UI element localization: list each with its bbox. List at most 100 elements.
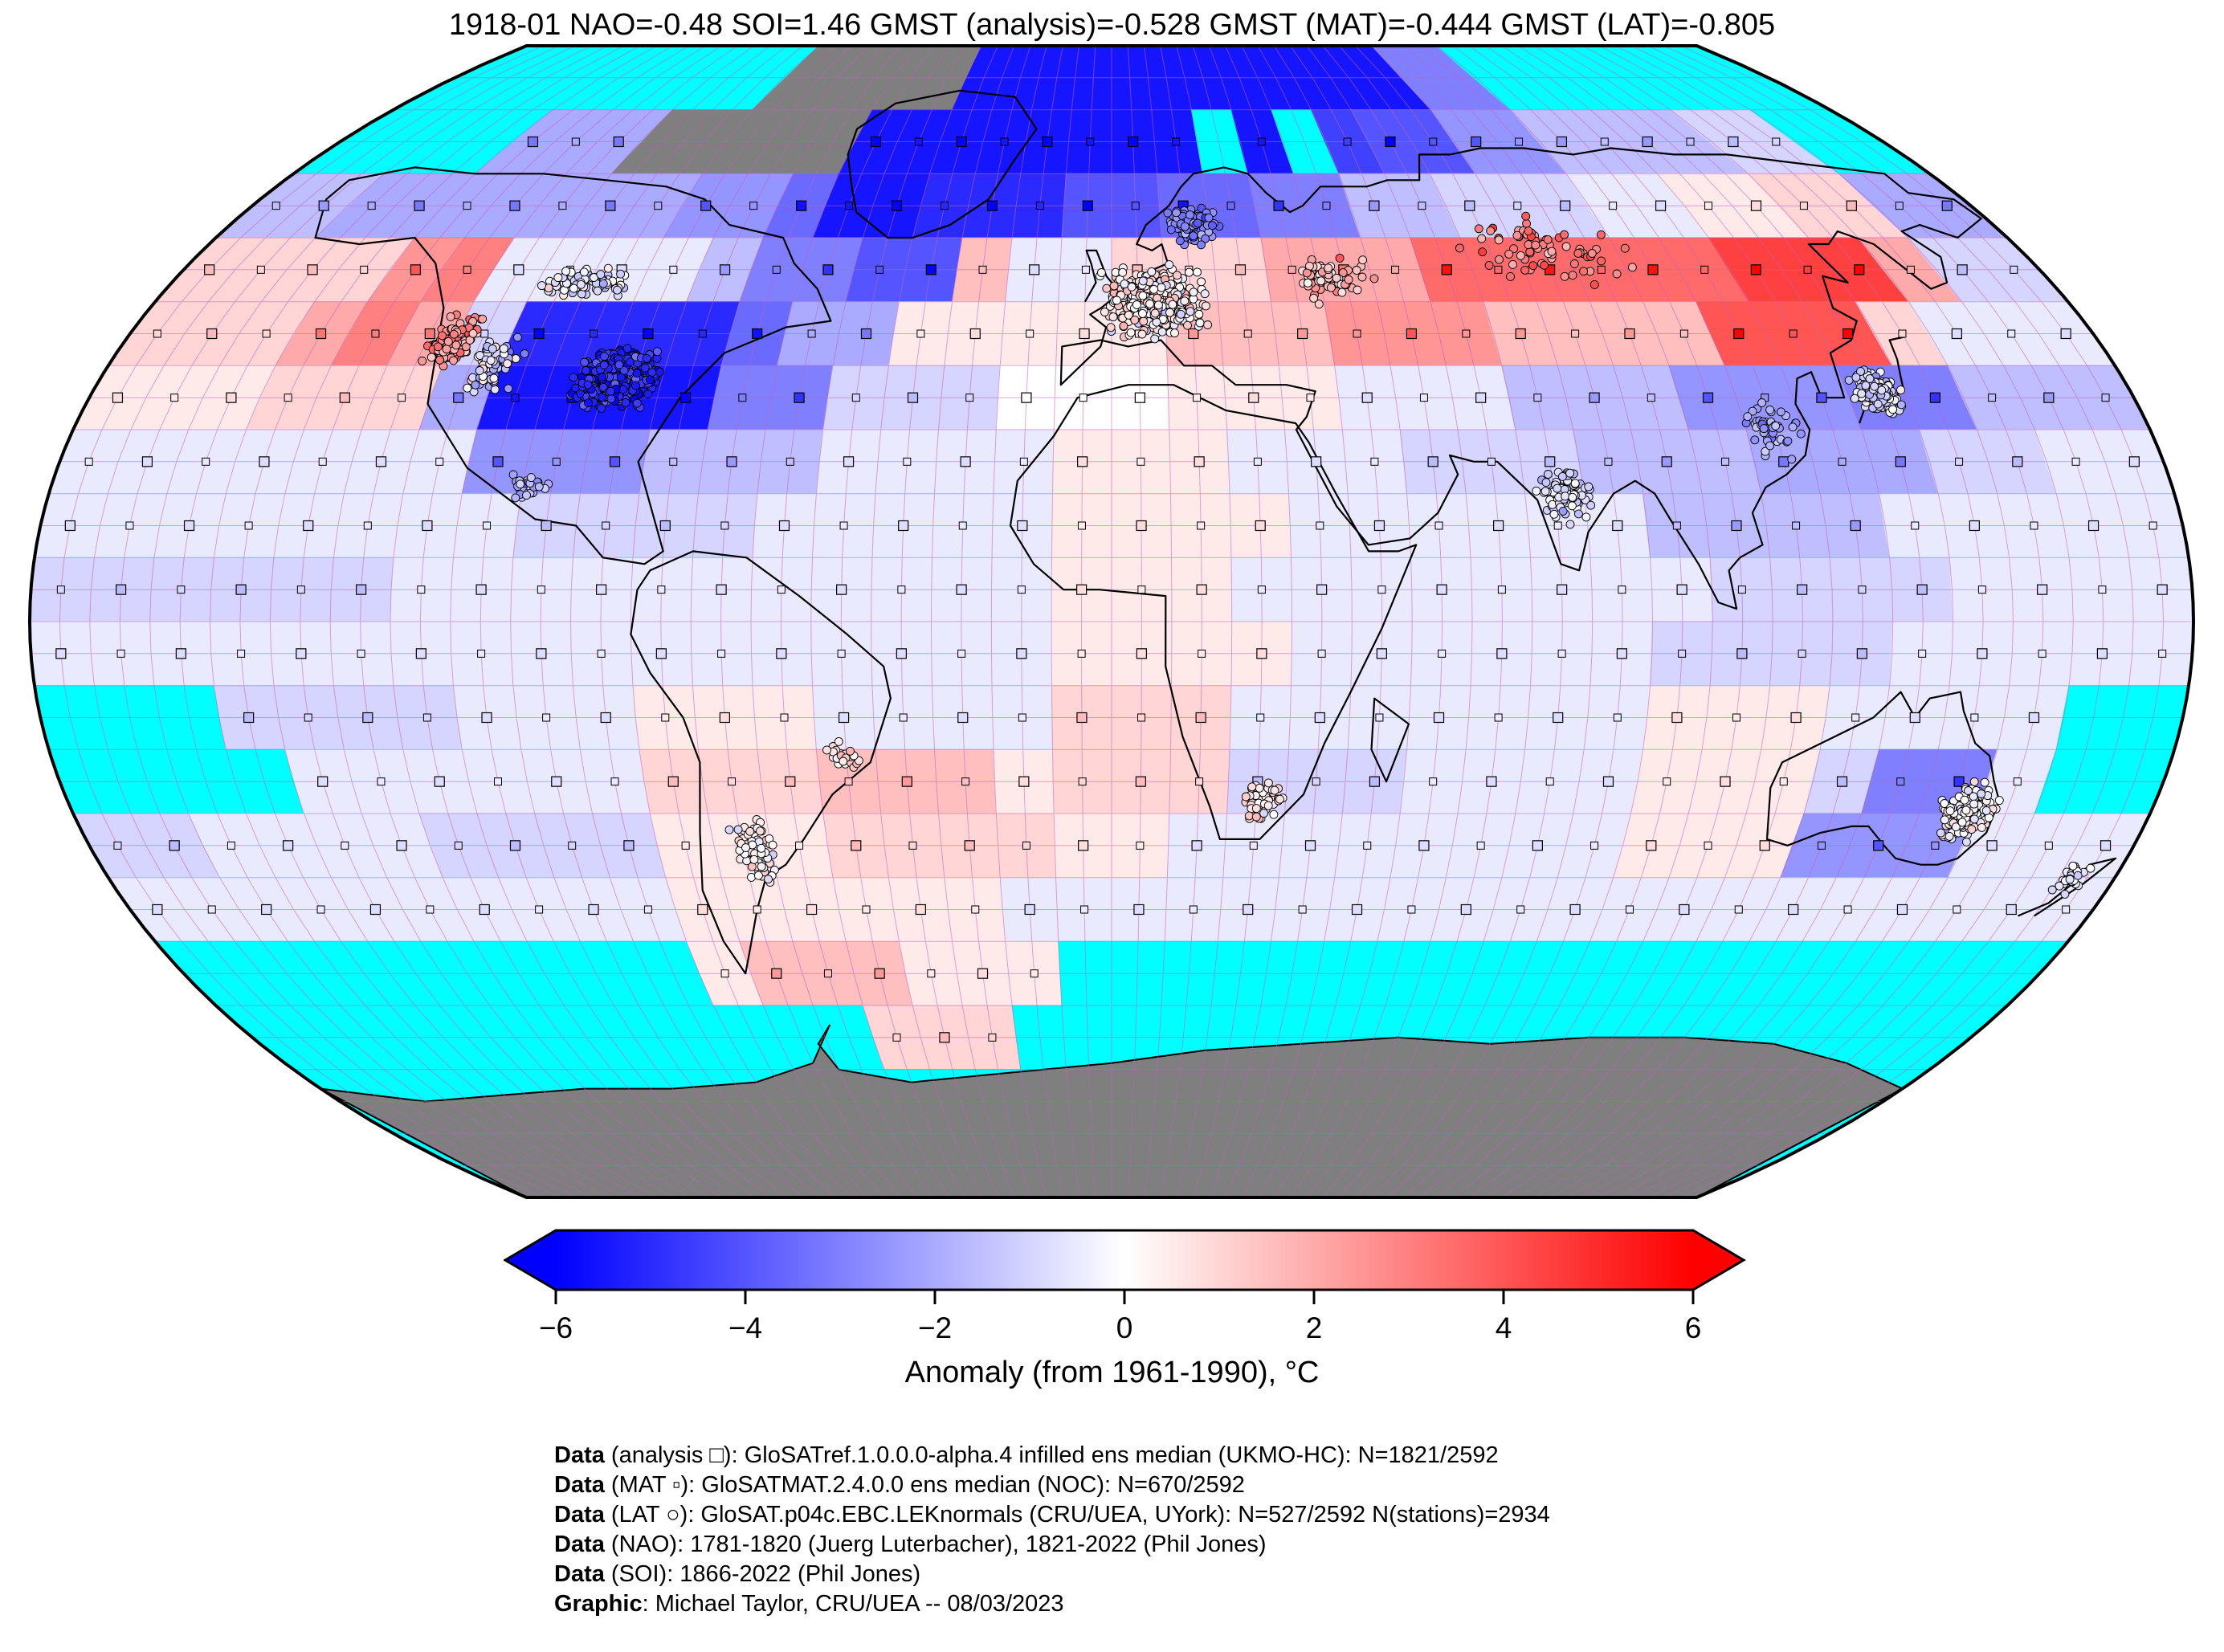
station-dot	[1275, 794, 1284, 804]
analysis-square-marker	[1287, 265, 1296, 274]
mat-square-marker	[434, 776, 445, 787]
mat-square-marker	[226, 392, 237, 403]
station-dot	[1176, 309, 1185, 319]
analysis-square-marker	[1322, 202, 1331, 210]
analysis-square-marker	[1257, 137, 1266, 146]
station-dot	[1776, 407, 1785, 417]
station-dot	[724, 825, 734, 834]
colorbar-tick-label: 6	[1685, 1311, 1702, 1344]
analysis-square-marker	[1737, 585, 1746, 594]
analysis-square-marker	[1253, 457, 1262, 466]
mat-square-marker	[479, 904, 490, 916]
analysis-square-marker	[371, 329, 380, 338]
station-dot	[1251, 812, 1261, 822]
analysis-square-marker	[1226, 202, 1235, 210]
mat-square-marker	[1569, 904, 1581, 916]
mat-square-marker	[453, 392, 464, 403]
mat-square-marker	[356, 584, 367, 595]
analysis-square-marker	[417, 585, 426, 594]
station-dot	[1175, 236, 1185, 246]
station-dot	[1969, 792, 1978, 802]
analysis-square-marker	[1136, 457, 1145, 466]
analysis-square-marker	[1618, 585, 1626, 594]
analysis-square-marker	[1256, 713, 1265, 722]
mat-square-marker	[1079, 328, 1090, 340]
analysis-square-marker	[1312, 777, 1320, 786]
station-dot	[1314, 300, 1324, 309]
analysis-square-marker	[1080, 905, 1089, 914]
station-dot	[1508, 259, 1517, 269]
analysis-square-marker	[2158, 649, 2167, 658]
station-dot	[1247, 782, 1257, 792]
station-dot	[446, 312, 455, 321]
station-dot	[435, 355, 444, 365]
station-dot	[1787, 455, 1797, 464]
analysis-square-marker	[837, 649, 846, 658]
mat-square-marker	[169, 840, 180, 851]
colorbar-tick-label: 0	[1116, 1311, 1133, 1344]
station-dot	[1193, 267, 1202, 277]
station-dot	[576, 279, 586, 289]
station-dot	[1541, 478, 1551, 487]
analysis-square-marker	[717, 649, 726, 658]
analysis-square-marker	[1026, 329, 1034, 338]
analysis-square-marker	[153, 329, 161, 338]
analysis-square-marker	[493, 777, 502, 786]
mat-square-marker	[303, 520, 314, 532]
station-dot	[1765, 405, 1775, 414]
mat-square-marker	[1460, 904, 1471, 916]
station-dot	[569, 283, 578, 293]
station-dot	[1873, 399, 1883, 409]
station-dot	[1524, 226, 1533, 236]
footnote-nao: Data (NAO): 1781-1820 (Juerg Luterbacher…	[554, 1530, 1550, 1560]
analysis-square-marker	[1316, 521, 1324, 530]
mat-square-marker	[1361, 392, 1373, 403]
analysis-square-marker	[1817, 841, 1826, 850]
station-dot	[1549, 509, 1559, 519]
mat-square-marker	[1646, 840, 1657, 851]
mat-square-marker	[836, 584, 847, 595]
footnote-soi: Data (SOI): 1866-2022 (Phil Jones)	[554, 1560, 1550, 1589]
station-dot	[1478, 247, 1487, 257]
mat-square-marker	[115, 584, 127, 595]
analysis-square-marker	[795, 841, 804, 850]
analysis-square-marker	[1257, 585, 1266, 594]
mat-square-marker	[1191, 840, 1202, 851]
mat-square-marker	[1082, 200, 1093, 211]
footnote-bold-prefix: Data	[554, 1502, 605, 1528]
station-dot	[1251, 804, 1261, 814]
mat-square-marker	[1616, 648, 1627, 659]
analysis-square-marker	[1734, 905, 1743, 914]
mat-square-marker	[1021, 392, 1032, 403]
analysis-square-marker	[537, 585, 545, 594]
analysis-square-marker	[177, 585, 186, 594]
footnote-graphic: Graphic: Michael Taylor, CRU/UEA -- 08/0…	[554, 1589, 1550, 1619]
mat-square-marker	[396, 840, 407, 851]
station-dot	[1180, 222, 1190, 231]
station-dot	[1586, 500, 1596, 510]
analysis-square-marker	[341, 841, 349, 850]
station-dot	[1504, 249, 1514, 259]
station-dot	[438, 331, 447, 341]
mat-square-marker	[907, 392, 919, 403]
analysis-square-marker	[1553, 521, 1562, 530]
station-dot	[622, 344, 632, 353]
mat-square-marker	[1736, 648, 1748, 659]
analysis-square-marker	[1721, 457, 1730, 466]
analysis-square-marker	[256, 265, 265, 274]
mat-square-marker	[1895, 456, 1906, 467]
mat-square-marker	[1134, 392, 1145, 403]
mat-square-marker	[1078, 840, 1089, 851]
station-dot	[1137, 329, 1147, 339]
station-dot	[1157, 283, 1166, 292]
analysis-square-marker	[1678, 649, 1687, 658]
mat-square-marker	[957, 712, 969, 724]
mat-square-marker	[605, 200, 616, 211]
analysis-square-marker	[1898, 329, 1907, 338]
mat-square-marker	[55, 648, 67, 659]
analysis-square-marker	[1438, 649, 1447, 658]
mat-square-marker	[235, 584, 247, 595]
mat-square-marker	[1589, 392, 1600, 403]
analysis-square-marker	[1494, 713, 1503, 722]
station-dot	[606, 394, 616, 403]
